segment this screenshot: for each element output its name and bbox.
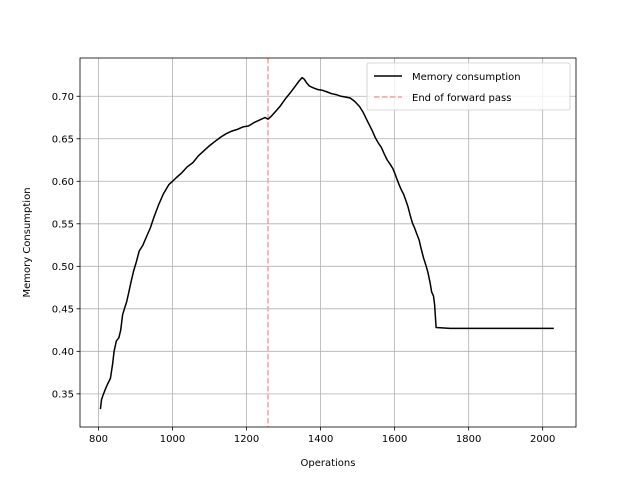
legend-label-forward-pass: End of forward pass (412, 93, 511, 104)
grid-lines (80, 58, 576, 427)
x-tick-label: 1400 (308, 434, 333, 445)
memory-consumption-line (99, 76, 554, 410)
y-tick-label: 0.60 (52, 177, 74, 188)
y-tick-label: 0.50 (52, 262, 74, 273)
x-tick-label: 1800 (456, 434, 481, 445)
y-tick-label: 0.40 (52, 347, 74, 358)
y-axis-ticks: 0.35 0.40 0.45 0.50 0.55 0.60 0.65 0.70 (52, 92, 80, 400)
legend-label-memory: Memory consumption (412, 72, 521, 83)
legend: Memory consumption End of forward pass (366, 62, 571, 111)
x-tick-label: 1200 (234, 434, 259, 445)
x-tick-label: 2000 (530, 434, 555, 445)
x-axis-label: Operations (301, 458, 356, 469)
x-axis-ticks: 800 1000 1200 1400 1600 1800 2000 (89, 427, 555, 445)
plot-layer (99, 58, 554, 427)
y-tick-label: 0.65 (52, 134, 74, 145)
x-tick-label: 1600 (382, 434, 407, 445)
x-tick-label: 1000 (160, 434, 185, 445)
y-tick-label: 0.45 (52, 304, 74, 315)
x-tick-label: 800 (89, 434, 108, 445)
y-tick-label: 0.70 (52, 92, 74, 103)
y-tick-label: 0.55 (52, 219, 74, 230)
y-tick-label: 0.35 (52, 389, 74, 400)
plot-frame (79, 57, 577, 428)
y-axis-label: Memory Consumption (22, 187, 33, 297)
legend-box (366, 62, 571, 111)
